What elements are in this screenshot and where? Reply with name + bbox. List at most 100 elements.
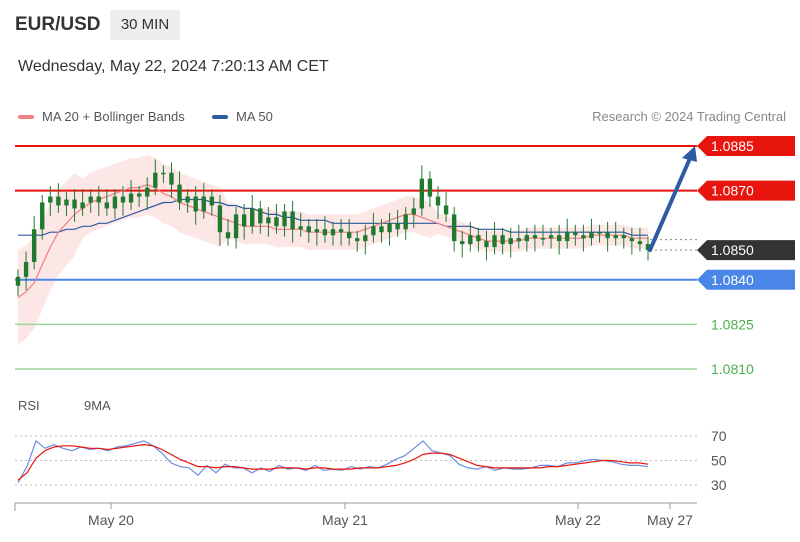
candle-body — [322, 229, 328, 236]
candle-body — [72, 199, 77, 209]
candle-body — [48, 196, 53, 203]
candle-body — [581, 235, 586, 239]
candle-body — [15, 276, 21, 286]
candle-body — [23, 261, 29, 277]
candle-body — [379, 226, 384, 233]
legend-rsi-ma-label: 9MA — [84, 398, 111, 413]
ma20-swatch — [18, 114, 34, 119]
candle-body — [565, 232, 570, 242]
candle-body — [451, 214, 457, 242]
candle-body — [338, 229, 344, 233]
candle-body — [298, 226, 303, 230]
candle-body — [556, 235, 562, 242]
candle-body — [145, 187, 150, 197]
candle-body — [355, 238, 360, 242]
candle-body — [241, 214, 247, 227]
candle-body — [258, 208, 263, 224]
rsi-ma-line — [17, 443, 649, 481]
legend-rsi-ma: 9MA — [84, 398, 111, 413]
candle-body — [314, 229, 320, 233]
candle-body — [31, 229, 37, 262]
legend-rsi-label: RSI — [18, 398, 40, 413]
candle-body — [201, 196, 206, 212]
candle-body — [250, 208, 255, 227]
level-tag-1.0885 — [697, 136, 795, 156]
candle-body — [524, 235, 530, 242]
candle-body — [597, 232, 602, 234]
research-credit: Research © 2024 Trading Central — [592, 109, 786, 124]
candle-body — [120, 196, 126, 203]
level-text-1.0870: 1.0870 — [711, 183, 754, 199]
level-tag-1.0840 — [697, 269, 795, 290]
candle-body — [484, 241, 489, 248]
x-tick-label: May 27 — [647, 512, 693, 528]
level-text-1.0850: 1.0850 — [711, 242, 754, 258]
candlesticks — [15, 159, 651, 297]
candle-body — [88, 196, 93, 203]
candle-body — [56, 196, 61, 206]
legend-ma50: MA 50 — [212, 109, 273, 124]
x-tick-label: May 21 — [322, 512, 368, 528]
candle-body — [613, 235, 618, 239]
candle-body — [395, 223, 400, 230]
candle-body — [363, 235, 368, 242]
x-axis: May 20 May 21 May 22 May 27 — [14, 502, 697, 528]
level-label-1.0870: 1.0870 — [697, 180, 795, 201]
candle-body — [403, 214, 408, 230]
candle-body — [435, 196, 441, 206]
candle-body — [112, 196, 118, 209]
candle-body — [508, 238, 513, 245]
level-text-1.0885: 1.0885 — [711, 138, 754, 154]
rsi-tick-30: 30 — [711, 477, 727, 493]
candle-body — [516, 238, 521, 242]
legend-ma50-label: MA 50 — [236, 109, 273, 124]
candle-body — [605, 232, 610, 239]
symbol-title: EUR/USD — [15, 14, 101, 35]
candle-body — [621, 235, 626, 239]
candle-body — [193, 196, 198, 212]
candle-body — [169, 172, 174, 185]
candle-body — [427, 178, 433, 197]
candle-body — [573, 232, 578, 236]
rsi-line — [17, 439, 649, 483]
candle-body — [645, 244, 651, 251]
level-label-1.0825: 1.0825 — [711, 316, 754, 332]
legend-rsi: RSI — [18, 398, 40, 413]
candle-body — [128, 193, 134, 203]
bollinger-band-area — [18, 154, 648, 346]
x-tick-label: May 20 — [88, 512, 134, 528]
candle-body — [492, 235, 497, 248]
candle-body — [532, 235, 538, 239]
timeframe-button[interactable]: 30 MIN — [110, 10, 180, 40]
rsi-panel: 70 50 30 — [15, 428, 727, 493]
candle-body — [443, 205, 449, 215]
level-label-1.0850: 1.0850 — [697, 240, 795, 261]
legend-ma20: MA 20 + Bollinger Bands — [18, 109, 185, 124]
rsi-tick-50: 50 — [711, 453, 727, 469]
candle-body — [266, 217, 271, 224]
candle-body — [209, 196, 215, 206]
candle-body — [476, 235, 481, 242]
candle-body — [330, 229, 336, 236]
candle-body — [40, 202, 45, 230]
candle-body — [96, 196, 101, 203]
bollinger-bands — [18, 154, 648, 346]
level-tag-1.0870 — [697, 180, 795, 201]
candle-body — [637, 241, 643, 245]
candle-body — [80, 202, 85, 209]
candle-body — [411, 208, 416, 215]
level-tag-1.0850 — [697, 240, 795, 261]
level-label-1.0885: 1.0885 — [697, 136, 795, 156]
candle-body — [346, 232, 352, 239]
candle-body — [282, 211, 287, 227]
candle-body — [217, 205, 223, 233]
candle-body — [153, 172, 158, 188]
target-arrow — [648, 146, 697, 253]
header-bar: EUR/USD 30 MIN — [0, 0, 800, 48]
x-tick-label: May 22 — [555, 512, 601, 528]
candle-body — [225, 232, 231, 239]
level-label-1.0810: 1.0810 — [711, 361, 754, 377]
ma50-swatch — [212, 114, 228, 119]
candle-body — [468, 235, 473, 245]
